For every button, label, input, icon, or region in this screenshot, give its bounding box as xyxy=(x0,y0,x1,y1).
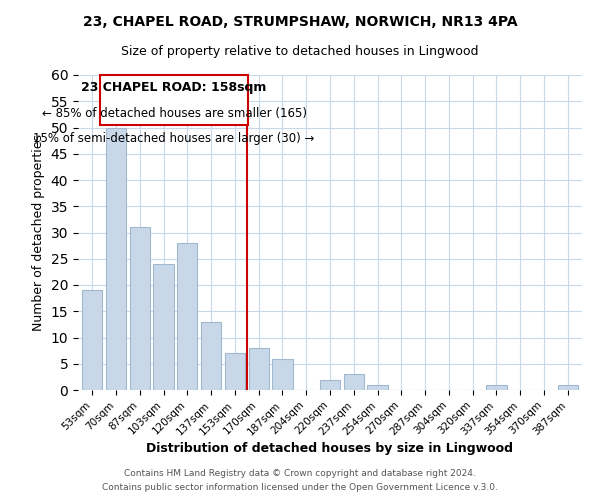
FancyBboxPatch shape xyxy=(100,75,248,125)
Text: 23, CHAPEL ROAD, STRUMPSHAW, NORWICH, NR13 4PA: 23, CHAPEL ROAD, STRUMPSHAW, NORWICH, NR… xyxy=(83,15,517,29)
Bar xyxy=(225,353,245,390)
Text: Contains public sector information licensed under the Open Government Licence v.: Contains public sector information licen… xyxy=(102,484,498,492)
Bar xyxy=(248,348,269,390)
Bar xyxy=(367,385,388,390)
Bar xyxy=(320,380,340,390)
Text: 23 CHAPEL ROAD: 158sqm: 23 CHAPEL ROAD: 158sqm xyxy=(82,82,266,94)
Y-axis label: Number of detached properties: Number of detached properties xyxy=(32,134,45,331)
Bar xyxy=(344,374,364,390)
Text: Contains HM Land Registry data © Crown copyright and database right 2024.: Contains HM Land Registry data © Crown c… xyxy=(124,468,476,477)
X-axis label: Distribution of detached houses by size in Lingwood: Distribution of detached houses by size … xyxy=(146,442,514,455)
Bar xyxy=(130,227,150,390)
Bar xyxy=(557,385,578,390)
Text: ← 85% of detached houses are smaller (165): ← 85% of detached houses are smaller (16… xyxy=(41,106,307,120)
Bar xyxy=(272,358,293,390)
Bar xyxy=(154,264,173,390)
Bar xyxy=(487,385,506,390)
Text: Size of property relative to detached houses in Lingwood: Size of property relative to detached ho… xyxy=(121,45,479,58)
Text: 15% of semi-detached houses are larger (30) →: 15% of semi-detached houses are larger (… xyxy=(34,132,314,144)
Bar xyxy=(82,290,103,390)
Bar xyxy=(106,128,126,390)
Bar xyxy=(201,322,221,390)
Bar xyxy=(177,243,197,390)
